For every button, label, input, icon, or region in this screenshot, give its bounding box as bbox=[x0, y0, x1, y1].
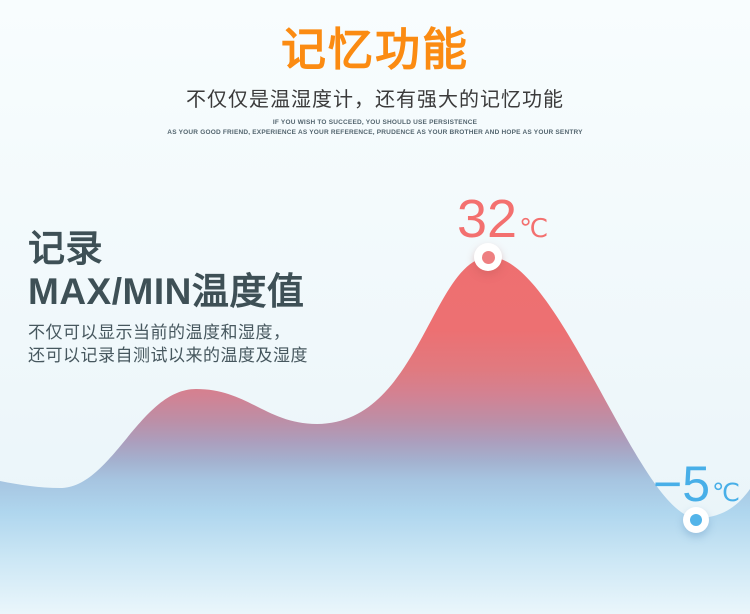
max-temperature-unit: ℃ bbox=[519, 213, 549, 243]
max-temperature-value: 32 bbox=[457, 189, 518, 249]
header: 记忆功能 不仅仅是温湿度计，还有强大的记忆功能 IF YOU WISH TO S… bbox=[0, 26, 750, 138]
feature-body: 不仅可以显示当前的温度和湿度， 还可以记录自测试以来的温度及湿度 bbox=[28, 321, 308, 367]
min-point-dot-icon bbox=[690, 514, 702, 526]
feature-description-block: 记录 MAX/MIN温度值 不仅可以显示当前的温度和湿度， 还可以记录自测试以来… bbox=[28, 227, 308, 367]
min-temperature-label: −5℃ bbox=[653, 459, 740, 509]
min-temperature-unit: ℃ bbox=[712, 479, 741, 507]
english-tagline-line1: IF YOU WISH TO SUCCEED, YOU SHOULD USE P… bbox=[272, 119, 478, 126]
feature-body-line1: 不仅可以显示当前的温度和湿度， bbox=[28, 323, 291, 342]
feature-heading: 记录 MAX/MIN温度值 bbox=[28, 227, 308, 313]
max-point-dot-icon bbox=[481, 250, 495, 264]
english-tagline-line2: AS YOUR GOOD FRIEND, EXPERIENCE AS YOUR … bbox=[167, 129, 583, 136]
min-temperature-value: −5 bbox=[653, 456, 711, 512]
max-point-marker-icon bbox=[474, 243, 502, 271]
feature-heading-line2: MAX/MIN温度值 bbox=[28, 271, 305, 312]
feature-heading-line1: 记录 bbox=[28, 228, 103, 269]
temperature-curve-fill bbox=[0, 257, 750, 614]
english-tagline-block: IF YOU WISH TO SUCCEED, YOU SHOULD USE P… bbox=[0, 118, 750, 138]
page-subtitle: 不仅仅是温湿度计，还有强大的记忆功能 bbox=[186, 89, 564, 111]
page-title: 记忆功能 bbox=[280, 24, 469, 75]
min-point-marker-icon bbox=[683, 507, 709, 533]
max-temperature-label: 32℃ bbox=[457, 192, 548, 246]
feature-body-line2: 还可以记录自测试以来的温度及湿度 bbox=[28, 346, 308, 365]
